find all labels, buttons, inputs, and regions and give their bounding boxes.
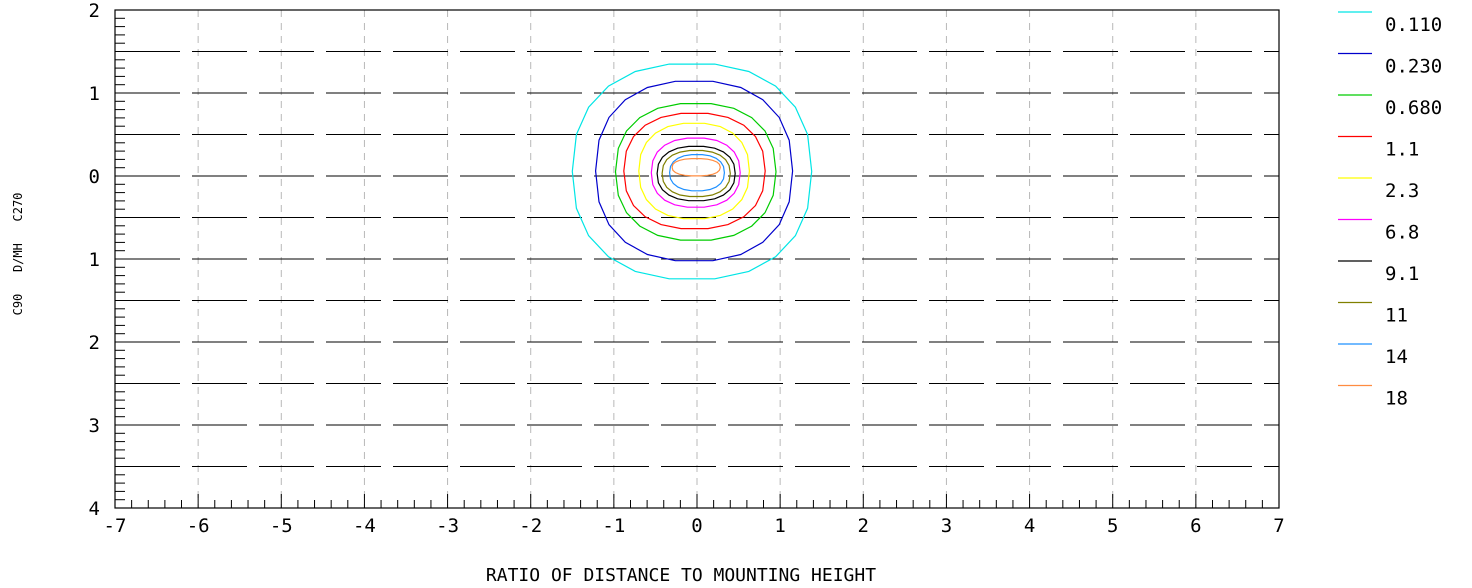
y-axis-label: C90 D/MH C270 <box>11 193 25 316</box>
contour-line <box>594 80 794 262</box>
x-axis-label: RATIO OF DISTANCE TO MOUNTING HEIGHT <box>486 565 876 586</box>
x-tick-label: 5 <box>1107 515 1118 537</box>
y-tick-label: 1 <box>89 83 100 105</box>
legend-label: 18 <box>1385 388 1408 410</box>
contour-line <box>668 154 726 192</box>
legend-label: 1.1 <box>1385 139 1419 161</box>
x-tick-label: -4 <box>353 515 376 537</box>
minor-ticks <box>114 9 1280 509</box>
legend-label: 11 <box>1385 305 1408 327</box>
y-tick-label: 2 <box>89 332 100 354</box>
y-tick-labels: 2 1 0 1 2 3 4 <box>89 0 100 520</box>
x-tick-label: 1 <box>774 515 785 537</box>
legend-label: 9.1 <box>1385 263 1419 285</box>
x-tick-label: 6 <box>1190 515 1201 537</box>
grid <box>115 10 1279 508</box>
y-tick-label: 3 <box>89 415 100 437</box>
contour-line <box>656 145 736 202</box>
contour-lines <box>571 63 813 280</box>
legend-label: 2.3 <box>1385 180 1419 202</box>
legend-label: 14 <box>1385 346 1408 368</box>
x-tick-label: 2 <box>858 515 869 537</box>
x-tick-label: -6 <box>187 515 210 537</box>
x-tick-label: 4 <box>1024 515 1035 537</box>
contour-line <box>671 158 721 177</box>
contour-line <box>638 122 751 220</box>
x-tick-label: -7 <box>104 515 127 537</box>
x-tick-label: 7 <box>1273 515 1284 537</box>
legend-label: 0.110 <box>1385 14 1442 36</box>
legend-label: 0.680 <box>1385 97 1442 119</box>
legend-label: 0.230 <box>1385 56 1442 78</box>
contour-line <box>623 112 766 230</box>
y-tick-label: 0 <box>89 166 100 188</box>
x-tick-label: -3 <box>436 515 459 537</box>
y-tick-label: 2 <box>89 0 100 22</box>
x-tick-label: 0 <box>691 515 702 537</box>
contour-line <box>650 137 741 208</box>
y-tick-label: 1 <box>89 249 100 271</box>
x-tick-label: -1 <box>602 515 625 537</box>
x-tick-label: 3 <box>941 515 952 537</box>
x-tick-label: -2 <box>519 515 542 537</box>
legend-label: 6.8 <box>1385 222 1419 244</box>
contour-line <box>614 102 777 241</box>
contour-line <box>661 149 731 198</box>
y-tick-label: 4 <box>89 498 100 520</box>
x-tick-label: -5 <box>270 515 293 537</box>
contour-line <box>571 63 813 280</box>
legend: 0.110 0.230 0.680 1.1 2.3 6.8 9.1 11 14 18 <box>1338 11 1442 410</box>
x-tick-labels: -7 -6 -5 -4 -3 -2 -1 0 1 2 3 4 5 6 7 <box>104 515 1285 537</box>
